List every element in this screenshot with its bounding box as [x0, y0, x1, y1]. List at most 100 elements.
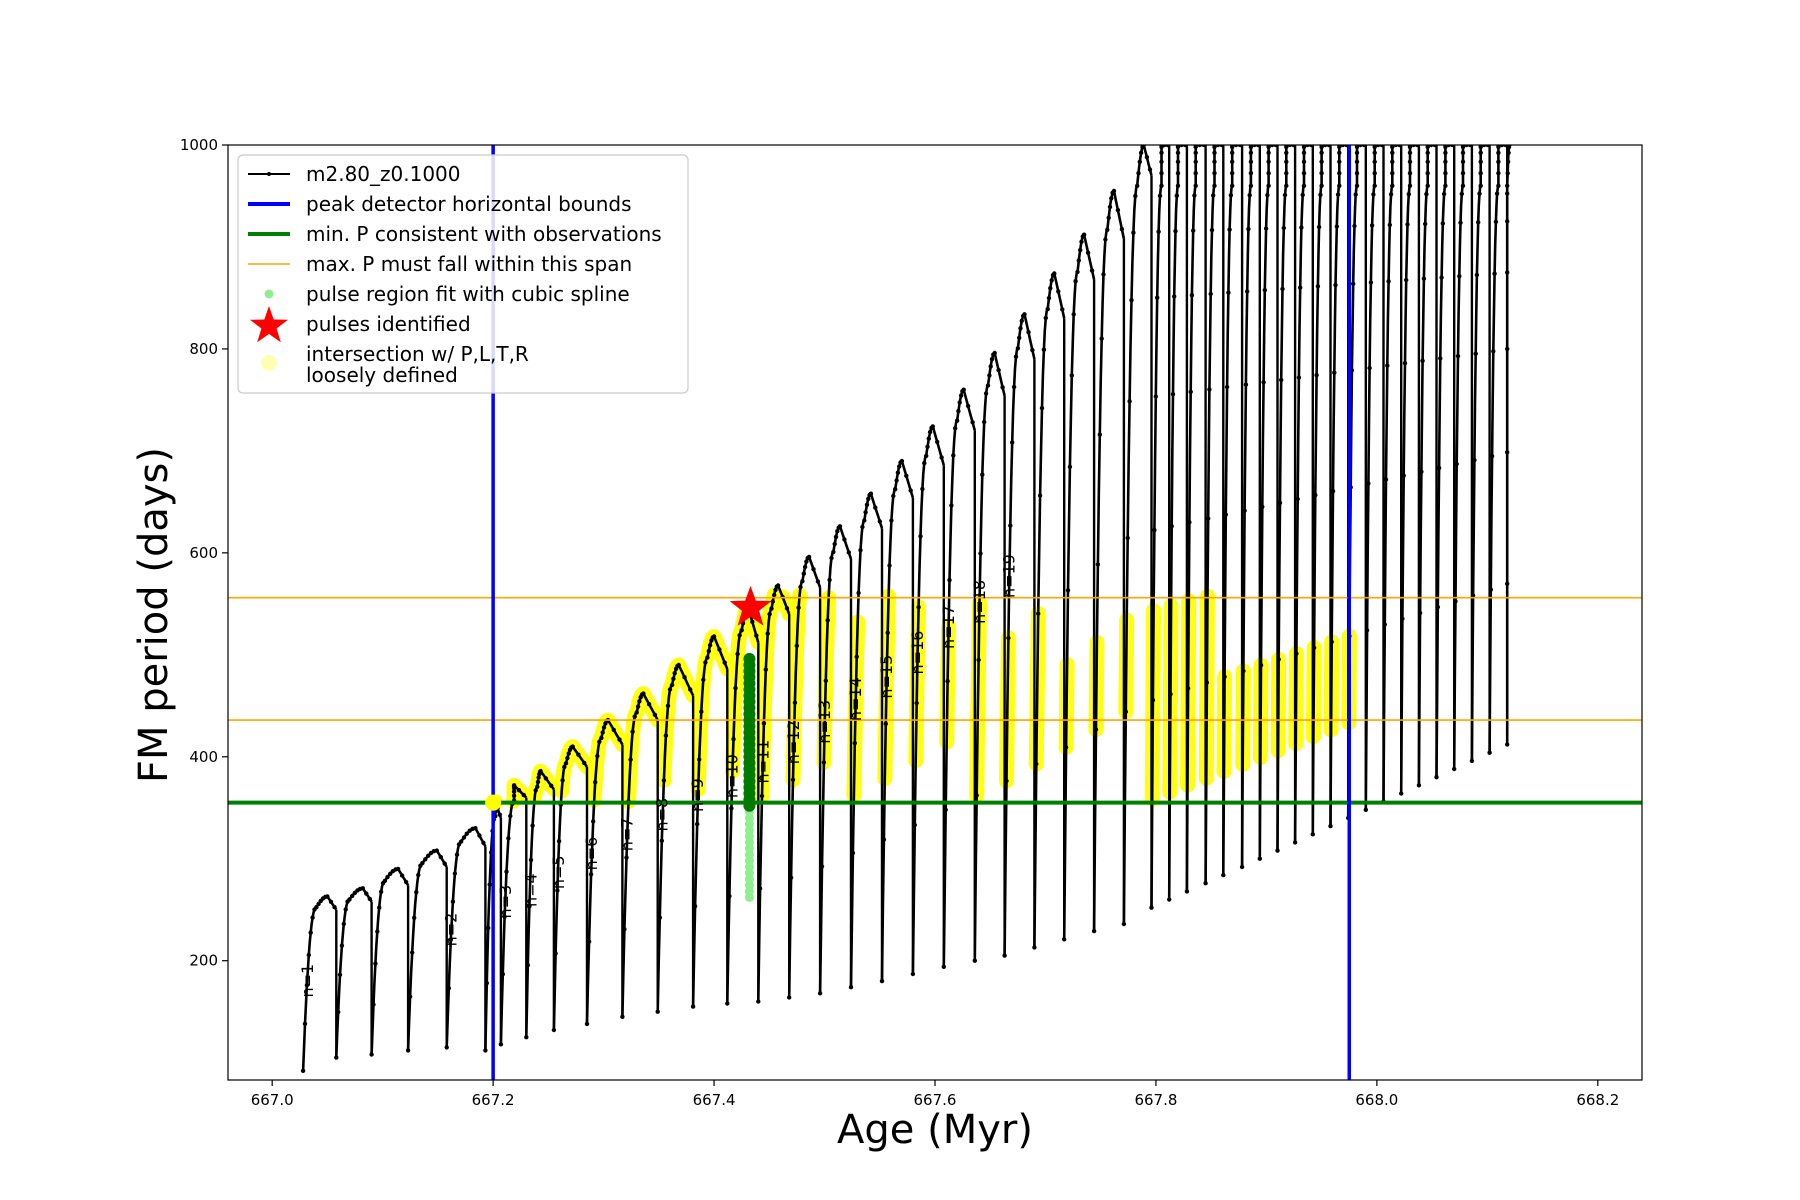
track-point — [337, 972, 343, 977]
track-point — [1109, 196, 1114, 201]
track-point — [325, 894, 330, 899]
track-point — [877, 519, 882, 524]
track-point — [1294, 651, 1299, 656]
track-point — [584, 1021, 590, 1027]
track-point — [1407, 159, 1413, 164]
track-point — [635, 704, 641, 709]
track-point — [827, 577, 832, 583]
track-point — [1209, 227, 1215, 233]
track-point — [1332, 370, 1337, 375]
track-point — [535, 784, 540, 789]
track-point — [438, 854, 443, 860]
y-tick-label: 1000 — [180, 136, 218, 154]
track-point — [1505, 581, 1510, 586]
track-point — [1242, 508, 1247, 513]
track-point — [1073, 279, 1078, 284]
track-point — [1174, 193, 1180, 198]
track-point — [1089, 268, 1095, 273]
legend-handle — [250, 306, 288, 343]
track-point — [1385, 363, 1390, 368]
track-point — [1402, 361, 1408, 366]
track-point — [1399, 791, 1404, 796]
track-point — [1301, 159, 1307, 164]
track-point — [954, 418, 960, 423]
track-point — [1221, 872, 1226, 878]
track-point — [974, 793, 979, 798]
track-point — [922, 460, 927, 466]
track-cycle — [1452, 145, 1472, 770]
track-point — [802, 564, 808, 570]
track-point — [894, 478, 899, 483]
track-point — [1353, 192, 1358, 197]
track-point — [624, 855, 629, 860]
track-point — [862, 518, 867, 523]
track-point — [1364, 628, 1370, 633]
track-point — [1175, 171, 1181, 176]
track-point — [1311, 645, 1317, 650]
track-point — [1369, 223, 1375, 228]
track-point — [659, 838, 664, 843]
track-point — [1101, 272, 1106, 277]
track-point — [334, 1055, 339, 1060]
track-point — [735, 651, 740, 657]
track-point — [304, 983, 310, 988]
track-point — [1460, 159, 1466, 164]
track-point — [412, 915, 417, 920]
track-point — [1230, 150, 1235, 155]
track-point — [796, 605, 801, 610]
track-point — [1337, 171, 1342, 176]
pulse-identified-marker — [729, 585, 772, 626]
track-point — [1125, 535, 1130, 541]
track-point — [1039, 405, 1045, 411]
track-point — [1152, 527, 1157, 533]
track-point — [1436, 465, 1442, 471]
track-point — [739, 628, 744, 633]
track-point — [1351, 281, 1356, 286]
legend-label: m2.80_z0.1000 — [306, 162, 461, 186]
track-point — [1315, 284, 1321, 289]
track-point — [1106, 215, 1111, 220]
track-point — [1135, 183, 1140, 188]
track-point — [477, 833, 482, 838]
track-cycle — [1329, 145, 1349, 827]
track-point — [1387, 222, 1393, 228]
track-point — [1227, 227, 1232, 232]
track-point — [1478, 171, 1483, 176]
track-point — [504, 869, 509, 874]
track-point — [1006, 635, 1011, 641]
track-point — [399, 873, 405, 878]
track-point — [806, 554, 812, 560]
track-point — [1212, 183, 1217, 188]
track-point — [947, 577, 952, 583]
track-point — [1383, 477, 1389, 482]
track-point — [1292, 840, 1298, 845]
track-point — [1045, 306, 1050, 312]
track-cycle — [1167, 145, 1187, 900]
track-point — [367, 896, 372, 902]
track-point — [1454, 461, 1459, 467]
track-point — [1390, 159, 1395, 164]
track-point — [1144, 155, 1150, 160]
track-point — [549, 783, 554, 788]
track-point — [665, 703, 671, 708]
track-point — [1266, 171, 1271, 176]
track-point — [1505, 346, 1510, 352]
spline-point — [743, 652, 756, 665]
legend-label-line2: loosely defined — [306, 363, 458, 387]
track-point — [481, 840, 486, 845]
track-point — [1157, 193, 1163, 198]
track-point — [497, 812, 502, 817]
track-point — [1095, 562, 1101, 567]
track-point — [1069, 373, 1075, 378]
track-point — [864, 502, 870, 507]
track-point — [628, 757, 633, 762]
track-point — [819, 864, 825, 869]
cycle-label: n=14 — [846, 677, 865, 721]
track-point — [1203, 881, 1208, 886]
track-point — [1046, 295, 1052, 301]
track-point — [600, 730, 605, 735]
track-point — [1226, 290, 1231, 295]
track-point — [692, 904, 698, 909]
track-point — [1452, 766, 1457, 772]
track-point — [1000, 385, 1005, 390]
